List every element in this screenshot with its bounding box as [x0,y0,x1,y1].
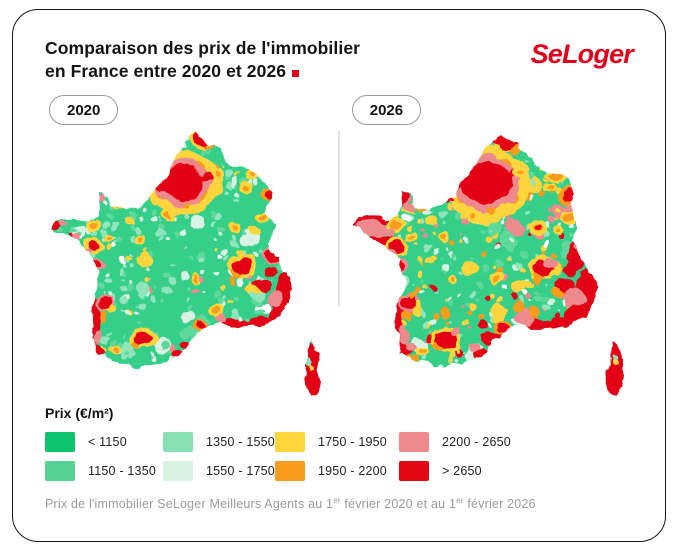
legend-title: Prix (€/m²) [45,405,114,422]
legend-item: < 1150 [45,432,163,453]
legend-item-label: < 1150 [88,435,127,450]
source-note-part3: février 2026 [463,497,536,512]
legend-swatch [45,461,75,482]
legend-grid: < 1150 1150 - 1350 1350 - 1550 1550 - 1750 1… [45,432,633,482]
legend-item-label: 1750 - 1950 [318,435,387,450]
map-panel-2020: 2020 [45,94,330,402]
legend-item-label: 1350 - 1550 [206,435,275,450]
france-heatmap-2020 [51,133,322,396]
seloger-logo: SeLoger [530,39,634,69]
legend-item: 1350 - 1550 [163,432,275,453]
legend-item: 1750 - 1950 [275,432,399,453]
source-note-part1: Prix de l'immobilier SeLoger Meilleurs A… [45,497,334,512]
title-line1: Comparaison des prix de l'immobilier [45,38,361,58]
source-note-sup2: er [456,496,464,506]
year-badge-2026: 2026 [351,94,422,125]
legend-item-label: 1950 - 2200 [318,464,387,479]
page-title: Comparaison des prix de l'immobilier en … [45,37,360,84]
infographic-card: Comparaison des prix de l'immobilier en … [12,9,666,542]
legend-swatch [399,461,429,482]
source-note: Prix de l'immobilier SeLoger Meilleurs A… [45,496,633,511]
source-note-part2: février 2020 et au 1 [340,497,457,512]
legend-item-label: 1150 - 1350 [88,464,156,479]
map-panel-2026: 2026 [348,94,633,402]
legend-swatch [45,432,75,453]
title-line2: en France entre 2020 et 2026 [45,61,287,82]
legend-item: 2200 - 2650 [399,432,633,453]
legend-swatch [163,432,193,453]
maps-section: 2020 2026 [45,94,633,402]
source-note-sup1: er [333,496,341,506]
year-badge-2020: 2020 [49,94,119,125]
legend-item-label: > 2650 [442,464,482,479]
legend-item: 1550 - 1750 [163,461,275,482]
legend-swatch [163,461,193,482]
legend-item-label: 1550 - 1750 [206,464,275,479]
legend: Prix (€/m²) < 1150 1150 - 1350 1350 - 1550… [45,405,633,482]
legend-item: 1150 - 1350 [45,461,163,482]
legend-swatch [275,432,305,453]
legend-item-label: 2200 - 2650 [442,435,511,450]
brand-square-icon [292,70,300,78]
legend-swatch [275,461,305,482]
legend-swatch [399,432,429,453]
france-heatmap-2026 [354,133,625,396]
legend-item: > 2650 [399,461,633,482]
header: Comparaison des prix de l'immobilier en … [45,37,634,84]
legend-item: 1950 - 2200 [275,461,399,482]
vertical-divider [338,130,340,306]
